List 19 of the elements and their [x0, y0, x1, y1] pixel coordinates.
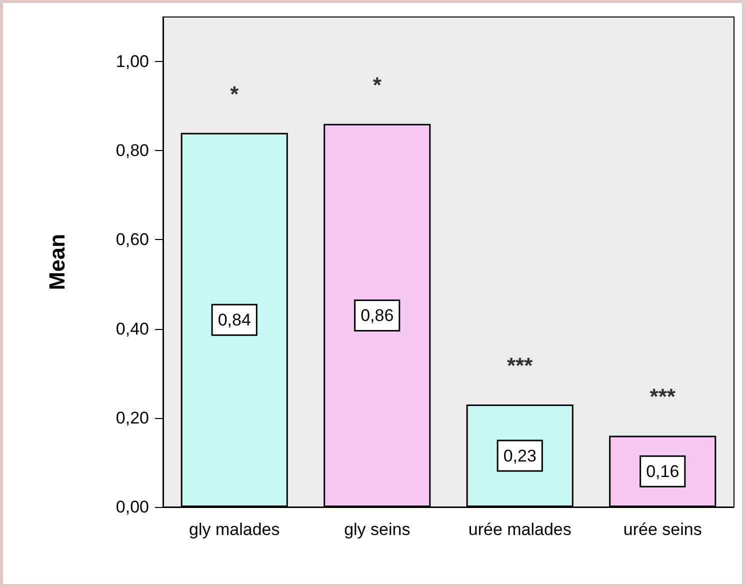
y-tick-label: 0,00 [116, 498, 149, 516]
x-tick-label: urée seins [623, 520, 702, 539]
data-label: 0,84 [218, 310, 251, 330]
annotation: * [372, 72, 382, 98]
annotation: *** [507, 353, 534, 378]
data-label: 0,16 [646, 462, 680, 481]
annotation: * [230, 81, 240, 106]
x-tick-label: gly malades [189, 520, 280, 539]
annotation: *** [650, 384, 676, 410]
y-tick-label: 0,60 [116, 230, 149, 250]
x-tick-label: urée malades [468, 520, 572, 539]
data-label: 0,23 [503, 446, 536, 466]
data-label: 0,86 [360, 306, 394, 325]
y-tick-label: 0,80 [116, 141, 149, 160]
y-tick-label: 0,20 [116, 408, 149, 428]
x-tick-label: gly seins [344, 520, 410, 539]
y-axis-title: Mean [44, 234, 70, 290]
y-tick-label: 0,40 [116, 319, 149, 338]
y-tick-label: 1,00 [116, 52, 149, 72]
